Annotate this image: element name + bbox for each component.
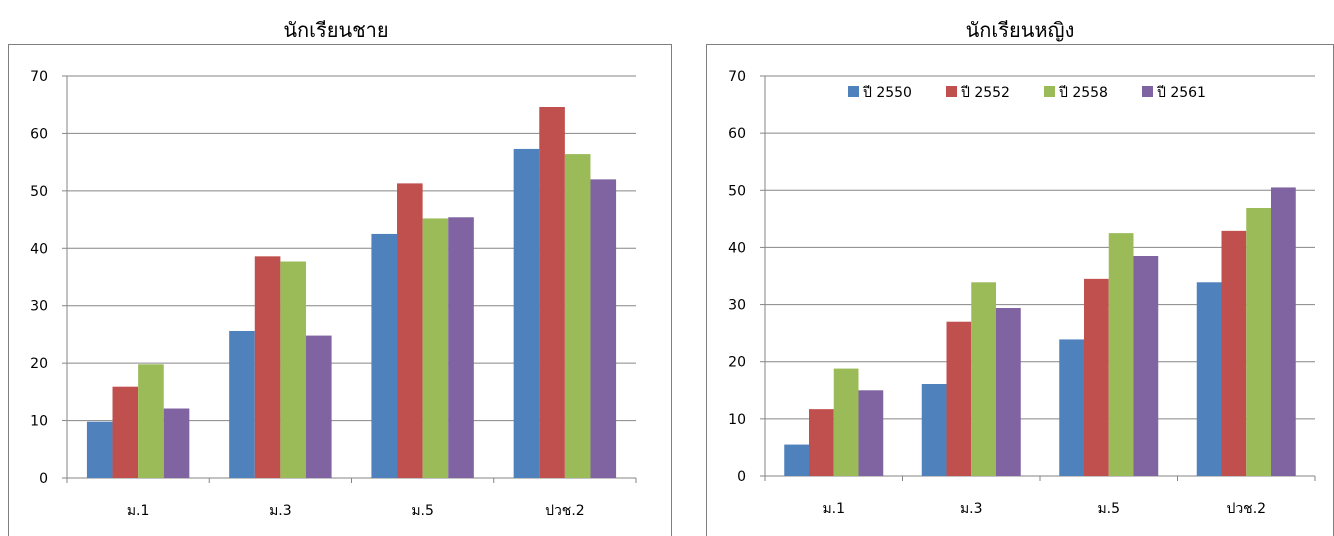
female-bar <box>921 384 947 476</box>
female-y-tick-label: 0 <box>737 469 746 485</box>
male-x-tick-label: ม.3 <box>269 503 292 519</box>
female-legend-label: ปี 2550 <box>863 85 912 101</box>
male-bar <box>86 421 113 478</box>
female-x-tick-label: ปวช.2 <box>1226 501 1266 517</box>
female-legend-label: ปี 2561 <box>1157 85 1206 101</box>
male-bar <box>112 386 139 478</box>
female-y-tick-label: 10 <box>728 412 746 428</box>
female-bar <box>1221 230 1247 476</box>
female-legend-swatch <box>848 86 859 97</box>
female-bar <box>1246 208 1271 476</box>
female-bar <box>1059 339 1084 476</box>
female-bar <box>996 308 1021 476</box>
female-bar <box>833 368 859 476</box>
female-y-tick-label: 20 <box>728 355 746 371</box>
male-bar <box>590 179 617 478</box>
male-y-tick-label: 30 <box>30 299 48 315</box>
male-bar <box>422 218 449 478</box>
male-bar <box>163 408 190 478</box>
female-bar <box>784 444 809 476</box>
male-x-tick-label: ม.1 <box>127 503 150 519</box>
female-legend-swatch <box>1044 86 1055 97</box>
male-y-tick-label: 40 <box>30 241 48 257</box>
female-y-tick-label: 60 <box>728 126 746 142</box>
male-bar <box>138 364 164 478</box>
male-y-tick-label: 10 <box>30 414 48 430</box>
female-legend-label: ปี 2552 <box>961 85 1010 101</box>
female-bar <box>1084 278 1109 476</box>
female-bar <box>946 321 972 476</box>
male-x-tick-label: ปวช.2 <box>545 503 585 519</box>
male-bar <box>371 233 398 478</box>
male-y-tick-label: 50 <box>30 184 48 200</box>
male-bar <box>305 335 332 478</box>
male-bar <box>564 154 591 479</box>
female-x-tick-label: ม.1 <box>822 501 845 517</box>
female-legend-swatch <box>1142 86 1153 97</box>
male-bar <box>397 183 423 479</box>
female-bar <box>1108 233 1134 476</box>
female-legend-label: ปี 2558 <box>1059 85 1108 101</box>
female-legend-swatch <box>946 86 957 97</box>
female-y-tick-label: 40 <box>728 240 746 256</box>
female-bar <box>1133 256 1159 476</box>
male-y-tick-label: 0 <box>39 471 48 487</box>
female-y-tick-label: 70 <box>728 69 746 85</box>
male-x-tick-label: ม.5 <box>411 503 434 519</box>
female-x-tick-label: ม.3 <box>960 501 983 517</box>
female-y-tick-label: 50 <box>728 183 746 199</box>
female-y-tick-label: 30 <box>728 298 746 314</box>
chart-title-female: นักเรียนหญิง <box>965 18 1075 42</box>
female-bar <box>809 409 834 476</box>
male-y-tick-label: 70 <box>30 69 48 85</box>
female-bar <box>1271 187 1296 476</box>
female-bar <box>858 390 884 476</box>
male-bar <box>513 148 540 479</box>
chart-title-male: นักเรียนชาย <box>283 18 389 42</box>
male-y-tick-label: 20 <box>30 356 48 372</box>
female-bar <box>1196 282 1222 476</box>
male-y-tick-label: 60 <box>30 126 48 142</box>
male-bar <box>280 261 306 478</box>
male-bar <box>229 330 255 478</box>
chart-frame-male <box>8 44 672 536</box>
male-bar <box>254 256 281 478</box>
female-bar <box>971 282 996 476</box>
female-x-tick-label: ม.5 <box>1097 501 1120 517</box>
male-bar <box>448 217 474 478</box>
male-bar <box>539 107 565 479</box>
